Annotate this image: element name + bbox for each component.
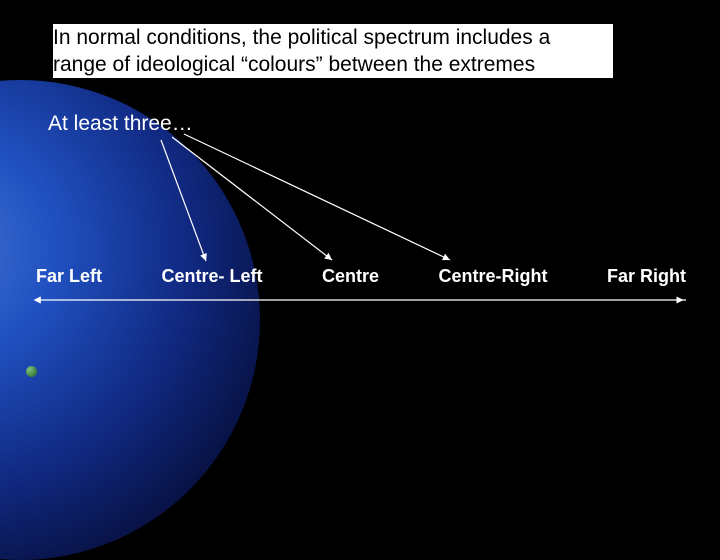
- bullet-icon: [26, 366, 37, 377]
- heading-line-2: range of ideological “colours” between t…: [53, 51, 613, 78]
- spectrum-labels-row: Far Left Centre- Left Centre Centre-Righ…: [36, 266, 686, 297]
- spectrum-label-centre-right: Centre-Right: [439, 266, 548, 287]
- spectrum-label-far-left: Far Left: [36, 266, 102, 287]
- spectrum-label-far-right: Far Right: [607, 266, 686, 287]
- heading-line-1: In normal conditions, the political spec…: [53, 24, 613, 51]
- subheading: At least three…: [48, 112, 193, 136]
- gradient-sphere: [0, 80, 260, 560]
- spectrum-label-centre: Centre: [322, 266, 379, 287]
- spectrum-label-centre-left: Centre- Left: [162, 266, 263, 287]
